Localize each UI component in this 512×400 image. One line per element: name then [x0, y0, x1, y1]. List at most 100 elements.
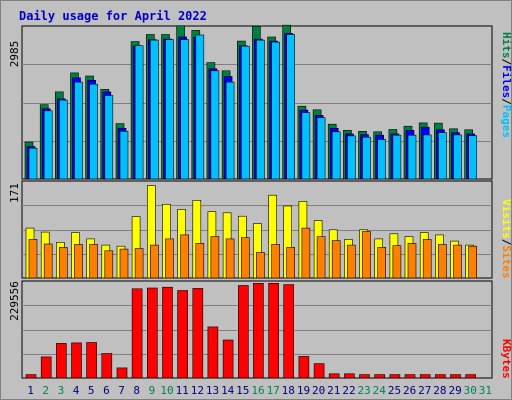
kbytes-bar — [131, 288, 143, 379]
pages-bar — [195, 34, 205, 180]
x-axis-day-label: 29 — [448, 384, 461, 397]
sites-bar — [104, 250, 114, 279]
hits-max-label: 2985 — [8, 41, 21, 68]
sites-bar — [331, 240, 341, 279]
legend-segment: / — [500, 98, 511, 105]
legend-segment: Sites — [500, 245, 511, 278]
kbytes-bar — [268, 282, 279, 379]
pages-bar — [150, 39, 159, 180]
x-axis-day-label: 9 — [149, 384, 156, 397]
kbytes-bar — [328, 373, 340, 379]
kbytes-legend: KBytes — [500, 339, 511, 379]
x-axis-day-label: 26 — [403, 384, 416, 397]
x-axis-day-label: 27 — [418, 384, 431, 397]
sites-bar — [256, 252, 265, 279]
x-axis-day-label: 13 — [206, 384, 219, 397]
x-axis-day-label: 30 — [464, 384, 477, 397]
pages-bar — [241, 45, 250, 180]
kbytes-bar — [374, 374, 386, 379]
sites-bar — [362, 231, 371, 279]
pages-bar — [43, 110, 53, 180]
legend-segment: Visits — [500, 199, 511, 239]
sites-bar — [271, 244, 280, 279]
pages-bar — [58, 99, 68, 180]
pages-bar — [362, 136, 371, 180]
sites-bar — [43, 243, 53, 279]
x-axis-day-label: 24 — [373, 384, 387, 397]
sites-bar — [74, 244, 83, 279]
kbytes-bar — [298, 356, 310, 379]
sites-bar — [225, 238, 235, 279]
x-axis-day-label: 10 — [160, 384, 173, 397]
x-axis-day-label: 3 — [58, 384, 65, 397]
visits-max-label: 171 — [8, 183, 21, 203]
x-axis-day-label: 25 — [388, 384, 401, 397]
kbytes-bar — [435, 374, 446, 379]
kbytes-bar — [344, 373, 355, 379]
x-axis-day-label: 20 — [312, 384, 325, 397]
legend-segment: Files — [500, 65, 511, 98]
sites-bar — [422, 239, 432, 279]
x-axis-day-label: 17 — [267, 384, 280, 397]
x-axis-day-label: 16 — [251, 384, 264, 397]
kbytes-bar — [359, 374, 370, 379]
pages-bar — [468, 135, 478, 180]
sites-bar — [453, 244, 462, 279]
sites-bar — [165, 238, 174, 279]
kbytes-bar — [450, 374, 461, 379]
x-axis-day-label: 28 — [433, 384, 446, 397]
pages-bar — [422, 134, 432, 180]
kbytes-bar — [253, 282, 264, 379]
sites-bar — [89, 244, 98, 279]
x-axis-day-label: 6 — [103, 384, 110, 397]
page-title: Daily usage for April 2022 — [19, 9, 207, 23]
kbytes-bar — [162, 286, 173, 379]
kbytes-bar — [419, 374, 431, 379]
pages-bar — [286, 34, 296, 180]
kbytes-bar — [40, 356, 52, 379]
pages-bar — [225, 81, 235, 180]
x-axis-day-label: 1 — [27, 384, 34, 397]
x-axis-day-label: 23 — [357, 384, 370, 397]
legend-segment: / — [500, 59, 511, 66]
kbytes-bar — [238, 285, 249, 379]
pages-bar — [331, 131, 341, 180]
legend-segment: / — [500, 239, 511, 246]
sites-bar — [150, 244, 159, 279]
kbytes-bar — [86, 342, 97, 379]
x-axis-day-label: 11 — [176, 384, 189, 397]
x-axis-day-label: 5 — [88, 384, 95, 397]
hits-files-pages-legend: Hits/Files/Pages — [500, 32, 511, 138]
legend-segment: Pages — [500, 105, 511, 138]
visits-sites-legend: Visits/Sites — [500, 199, 511, 279]
pages-bar — [210, 70, 220, 180]
sites-bar — [241, 237, 250, 279]
x-axis-day-label: 12 — [191, 384, 204, 397]
kbytes-bar — [465, 374, 477, 379]
sites-bar — [119, 248, 129, 279]
kbytes-bar — [71, 342, 82, 379]
x-axis-day-label: 2 — [42, 384, 49, 397]
kbytes-bar — [25, 374, 37, 379]
kbytes-bar — [192, 288, 204, 379]
pages-bar — [301, 112, 311, 180]
sites-bar — [195, 243, 205, 279]
pages-bar — [104, 95, 114, 180]
x-axis-day-label: 22 — [342, 384, 355, 397]
x-axis-day-label: 14 — [221, 384, 235, 397]
x-axis-day-label: 18 — [282, 384, 295, 397]
sites-bar — [210, 236, 220, 279]
pages-bar — [453, 134, 462, 180]
x-axis-day-label: 31 — [479, 384, 492, 397]
sites-bar — [286, 247, 296, 279]
pages-bar — [28, 147, 38, 180]
kbytes-bar — [389, 374, 401, 379]
sites-bar — [468, 245, 478, 279]
pages-bar — [256, 39, 265, 180]
sites-bar — [58, 247, 68, 279]
x-axis-day-label: 15 — [236, 384, 249, 397]
pages-bar — [347, 135, 356, 180]
pages-bar — [165, 39, 174, 180]
sites-bar — [438, 244, 447, 279]
